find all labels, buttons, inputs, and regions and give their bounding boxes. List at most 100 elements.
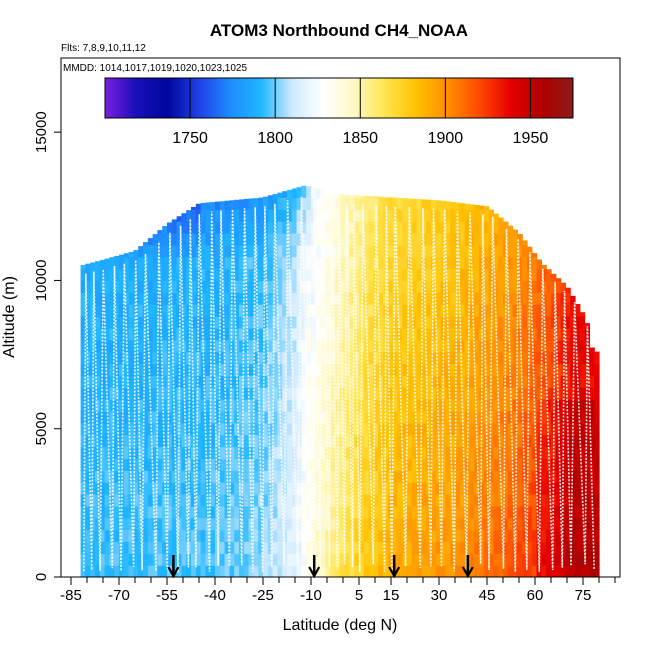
heatmap-cell (181, 505, 187, 519)
heatmap-cell (435, 327, 442, 341)
heatmap-cell (291, 256, 298, 270)
heatmap-cell (594, 410, 600, 424)
heatmap-cell (152, 446, 158, 459)
x-tick-label: -40 (204, 587, 226, 604)
heatmap-cell (200, 470, 206, 483)
heatmap-cell (378, 529, 384, 542)
heatmap-cell (138, 529, 144, 542)
heatmap-cell (277, 517, 283, 531)
heatmap-cell (267, 197, 274, 210)
heatmap-cell (445, 209, 451, 222)
heatmap-cell (200, 422, 206, 436)
heatmap-cell (354, 280, 360, 293)
heatmap-cell (546, 517, 552, 531)
heatmap-cell (431, 363, 437, 376)
heatmap-cell (114, 327, 120, 341)
heatmap-cell (229, 470, 235, 483)
heatmap-cell (359, 529, 365, 542)
heatmap-cell (330, 192, 336, 198)
plot-frame (60, 57, 621, 578)
heatmap-cell (565, 458, 571, 471)
heatmap-cell (421, 482, 427, 495)
heatmap-cell (440, 244, 446, 258)
heatmap-cell (483, 505, 490, 519)
heatmap-cell (291, 316, 298, 329)
heatmap-cell (263, 387, 269, 400)
heatmap-cell (411, 505, 418, 519)
heatmap-cell (498, 292, 504, 305)
heatmap-cell (479, 339, 485, 353)
heatmap-cell (541, 410, 547, 424)
heatmap-cell (109, 410, 115, 424)
heatmap-cell (387, 339, 394, 353)
heatmap-cell (258, 541, 264, 554)
heatmap-cell (320, 541, 326, 554)
heatmap-cell (162, 339, 168, 353)
heatmap-cell (440, 553, 446, 566)
heatmap-cell (234, 280, 240, 293)
heatmap-cell (397, 209, 403, 222)
heatmap-cell (171, 434, 178, 448)
heatmap-cell (143, 494, 149, 507)
heatmap-cell (147, 410, 154, 424)
heatmap-cell (243, 470, 250, 483)
heatmap-cell (431, 434, 437, 448)
heatmap-cell (272, 327, 278, 341)
heatmap-cell (330, 410, 336, 424)
heatmap-cell (498, 363, 504, 376)
heatmap-cell (181, 233, 187, 246)
heatmap-cell (339, 327, 346, 341)
heatmap-cell (263, 434, 269, 448)
heatmap-cell (349, 565, 355, 577)
heatmap-cell (570, 316, 576, 329)
heatmap-cell (354, 221, 360, 234)
heatmap-cell (239, 363, 245, 376)
heatmap-cell (229, 363, 235, 376)
heatmap-cell (397, 221, 403, 234)
heatmap-cell (455, 446, 461, 459)
heatmap-cell (282, 494, 288, 507)
heatmap-cell (421, 541, 427, 554)
heatmap-cell (152, 422, 158, 436)
heatmap-cell (349, 195, 355, 198)
heatmap-cell (296, 209, 302, 222)
heatmap-cell (527, 505, 533, 519)
heatmap-cell (224, 494, 230, 507)
heatmap-cell (541, 565, 547, 577)
heatmap-cell (339, 387, 346, 400)
heatmap-cell (560, 327, 566, 341)
heatmap-cell (455, 410, 461, 424)
heatmap-cell (522, 339, 528, 353)
heatmap-cell (589, 494, 595, 507)
heatmap-cell (570, 295, 576, 305)
heatmap-cell (330, 458, 336, 471)
heatmap-cell (498, 351, 504, 365)
heatmap-cell (527, 410, 533, 424)
heatmap-cell (167, 517, 173, 531)
heatmap-cell (383, 494, 389, 507)
heatmap-cell (95, 553, 101, 566)
heatmap-cell (397, 233, 403, 246)
heatmap-cell (373, 399, 379, 412)
heatmap-cell (517, 292, 523, 305)
heatmap-cell (229, 565, 235, 577)
heatmap-cell (541, 434, 547, 448)
heatmap-cell (85, 517, 91, 531)
heatmap-cell (143, 422, 149, 436)
heatmap-cell (397, 244, 403, 258)
heatmap-cell (239, 316, 245, 329)
heatmap-cell (383, 553, 389, 566)
heatmap-cell (315, 470, 322, 483)
heatmap-cell (373, 482, 379, 495)
heatmap-cell (176, 446, 182, 459)
heatmap-cell (445, 399, 451, 412)
heatmap-cell (397, 494, 403, 507)
heatmap-cell (555, 458, 562, 471)
heatmap-cell (325, 375, 331, 388)
heatmap-cell (162, 541, 168, 554)
heatmap-cell (368, 304, 374, 317)
heatmap-cell (191, 529, 197, 542)
heatmap-cell (464, 505, 470, 519)
heatmap-cell (234, 244, 240, 258)
heatmap-cell (507, 387, 514, 400)
